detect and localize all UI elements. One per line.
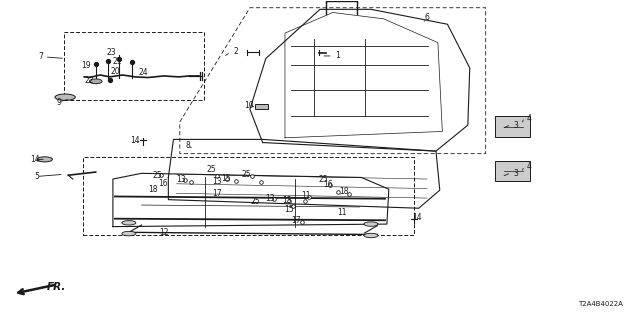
Text: 25: 25 [250,197,260,206]
Text: 18: 18 [339,187,348,196]
Text: 3: 3 [514,169,518,178]
Text: 3: 3 [514,121,518,130]
Text: 17: 17 [291,216,301,225]
Text: 16: 16 [158,179,168,188]
Text: 25: 25 [318,175,328,184]
Ellipse shape [122,231,136,236]
Text: 2: 2 [234,47,238,56]
Text: 21: 21 [113,57,122,66]
Text: 14: 14 [131,136,140,145]
Text: 13: 13 [282,196,292,205]
Text: 24: 24 [138,68,148,77]
Ellipse shape [364,222,378,226]
Polygon shape [495,161,531,180]
Text: 6: 6 [424,13,429,22]
Text: 14: 14 [29,155,39,164]
Text: FR.: FR. [47,282,67,292]
Text: 19: 19 [81,61,91,70]
Polygon shape [495,116,531,137]
Text: 11: 11 [337,208,346,217]
Ellipse shape [122,220,136,225]
Text: 5: 5 [34,172,39,181]
Text: 8: 8 [185,141,190,150]
Text: 14: 14 [412,213,422,222]
Text: 9: 9 [56,98,61,107]
Text: 23: 23 [107,48,116,57]
Polygon shape [255,104,268,109]
Text: 25: 25 [207,165,216,174]
Text: 4: 4 [527,114,531,123]
Text: 20: 20 [110,67,120,76]
Text: 25: 25 [153,172,163,180]
Text: 7: 7 [38,52,44,61]
Text: 13: 13 [212,177,221,186]
Ellipse shape [90,79,102,84]
Text: 1: 1 [335,52,340,60]
Text: 11: 11 [301,191,311,200]
Text: 4: 4 [527,162,531,171]
Text: 15: 15 [285,205,294,214]
Text: 17: 17 [212,189,221,198]
Ellipse shape [55,94,76,100]
Text: 25: 25 [242,170,252,179]
Text: 15: 15 [221,174,230,183]
Text: 13: 13 [266,194,275,203]
Text: 13: 13 [176,175,186,184]
Text: 18: 18 [148,185,158,194]
Ellipse shape [37,157,52,162]
Text: T2A4B4022A: T2A4B4022A [578,300,623,307]
Text: 22: 22 [84,76,94,85]
Text: 16: 16 [323,180,332,189]
Ellipse shape [364,233,378,238]
Text: 10: 10 [244,101,253,110]
Text: 12: 12 [159,228,168,237]
